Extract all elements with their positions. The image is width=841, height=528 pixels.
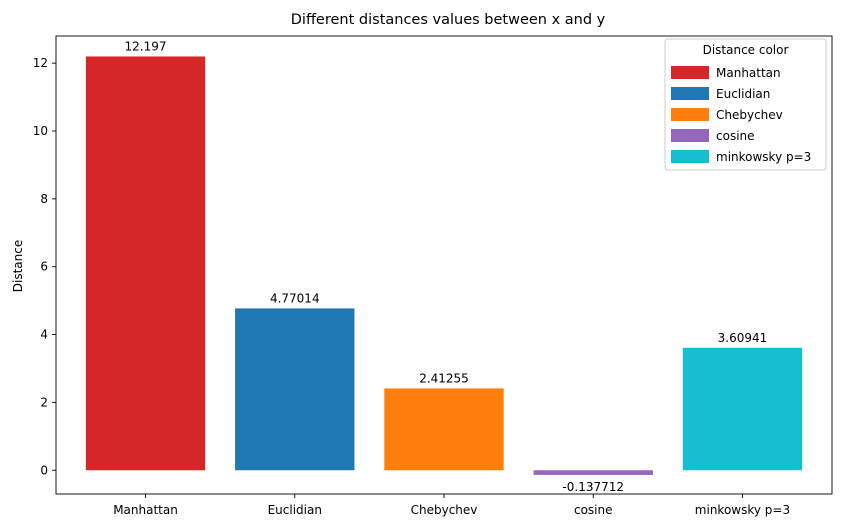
x-tick-label: minkowsky p=3 (695, 503, 790, 517)
legend-label: minkowsky p=3 (716, 150, 811, 164)
bar-3 (533, 470, 653, 475)
legend-swatch (671, 66, 709, 79)
bar-1 (235, 308, 355, 471)
bar-0 (85, 56, 206, 471)
bar-2 (384, 388, 504, 471)
value-label: 2.41255 (419, 371, 469, 385)
y-tick-label: 6 (40, 260, 48, 274)
legend: Distance color Manhattan Euclidian Chebyche… (664, 38, 827, 171)
legend-title: Distance color (703, 43, 789, 57)
legend-label: Euclidian (716, 87, 770, 101)
x-tick-label: Manhattan (113, 503, 178, 517)
y-tick-label: 0 (40, 463, 48, 477)
y-tick-label: 4 (40, 328, 48, 342)
x-tick-label: Euclidian (268, 503, 322, 517)
y-axis-label: Distance (11, 240, 25, 292)
chart-title: Different distances values between x and… (291, 12, 606, 28)
y-tick-label: 10 (33, 124, 48, 138)
legend-swatch (671, 150, 709, 163)
y-tick-label: 2 (40, 395, 48, 409)
value-label: 12.197 (125, 39, 167, 53)
legend-swatch (671, 129, 709, 142)
x-tick-label: Chebychev (411, 503, 478, 517)
value-label: 4.77014 (270, 291, 320, 305)
legend-swatch (671, 108, 709, 121)
y-tick-label: 8 (40, 192, 48, 206)
bar-4 (682, 347, 803, 471)
legend-swatch (671, 87, 709, 100)
legend-label: Manhattan (716, 66, 781, 80)
legend-label: cosine (716, 129, 755, 143)
plot-area: 0 2 4 6 8 10 12 Manhattan 12.197 Euclidian 4.77014… (33, 35, 833, 517)
legend-label: Chebychev (716, 108, 783, 122)
y-tick-label: 12 (33, 56, 48, 70)
plot-frame (55, 35, 833, 495)
value-label: -0.137712 (562, 480, 624, 494)
x-tick-label: cosine (574, 503, 613, 517)
value-label: 3.60941 (718, 331, 768, 345)
